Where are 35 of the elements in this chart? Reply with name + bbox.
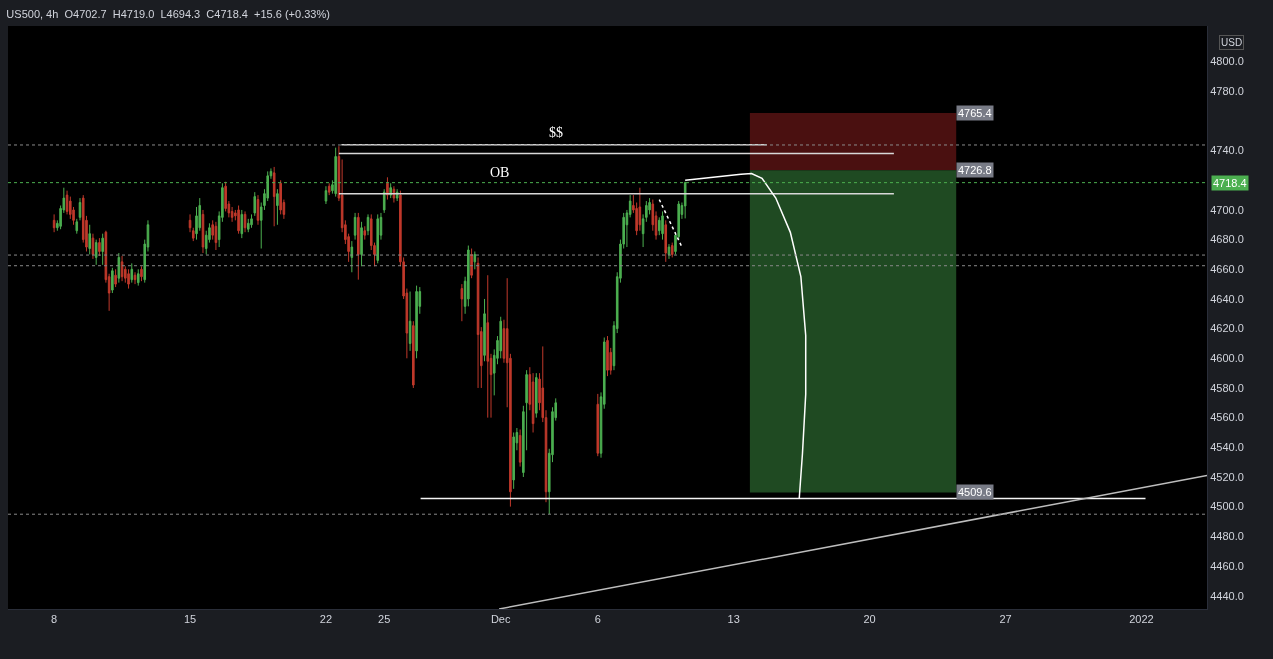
y-tick-label: 4680.0 [1210, 233, 1244, 246]
y-tick-label: 4480.0 [1210, 530, 1244, 543]
annotation: 4726.8 [958, 164, 992, 176]
x-tick-label: 6 [594, 613, 601, 626]
x-tick-label: 2022 [1129, 613, 1154, 626]
y-tick-label: 4640.0 [1210, 292, 1244, 305]
y-tick-label: 4440.0 [1210, 589, 1244, 602]
y-tick-label: 4600.0 [1210, 352, 1244, 365]
y-tick-label: 4540.0 [1210, 441, 1244, 454]
y-tick-label: 4660.0 [1210, 263, 1244, 276]
y-tick-label: 4700.0 [1210, 203, 1244, 216]
x-tick-label: 15 [183, 613, 197, 626]
x-tick-label: 25 [378, 613, 391, 626]
x-tick-label: Dec [490, 613, 511, 626]
x-tick-label: 20 [863, 613, 876, 626]
y-tick-label: 4580.0 [1210, 381, 1244, 394]
x-tick-label: 8 [51, 613, 58, 626]
chart-title: US500, 4h O4702.7 H4719.0 L4694.3 C4718.4 +15.6 (+0.33%) [6, 7, 330, 20]
annotation: $$ [549, 125, 563, 140]
text: USD [1221, 37, 1243, 48]
ref-line-label: 4718.4 [1213, 177, 1247, 189]
y-tick-label: 4740.0 [1210, 144, 1244, 157]
y-tick-label: 4520.0 [1210, 470, 1244, 483]
y-tick-label: 4500.0 [1210, 500, 1244, 513]
y-tick-label: 4620.0 [1210, 322, 1244, 335]
y-tick-label: 4780.0 [1210, 85, 1244, 98]
annotation: 4765.4 [958, 107, 992, 119]
y-tick-label: 4560.0 [1210, 411, 1244, 424]
annotation: OB [490, 165, 510, 180]
x-tick-label: 13 [727, 613, 740, 626]
x-tick-label: 22 [319, 613, 333, 626]
y-tick-label: 4460.0 [1210, 559, 1244, 572]
x-tick-label: 27 [999, 613, 1012, 626]
y-tick-label: 4800.0 [1210, 55, 1244, 68]
annotation: 4509.6 [958, 486, 992, 498]
